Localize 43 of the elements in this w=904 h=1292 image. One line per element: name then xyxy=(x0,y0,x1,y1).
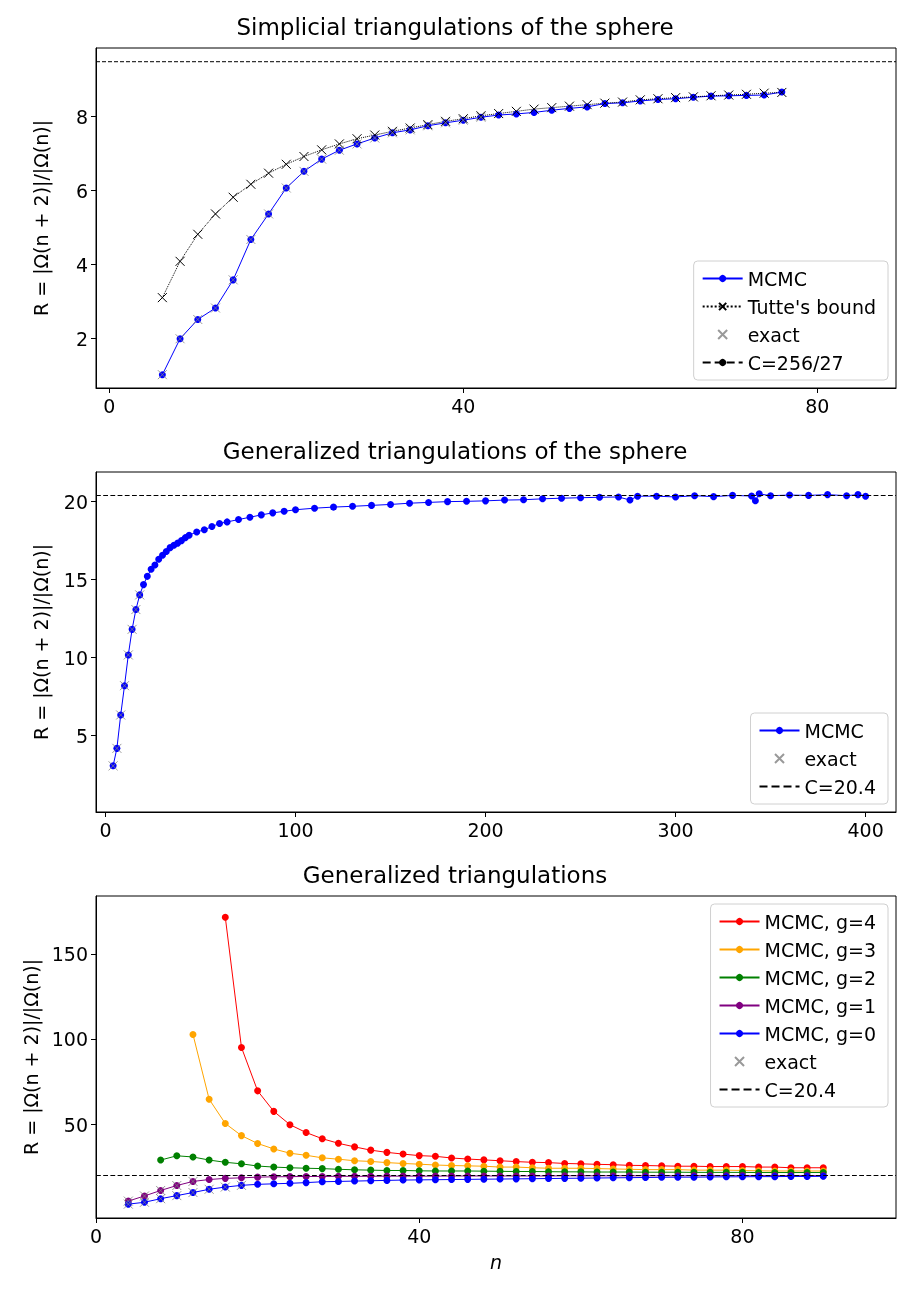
x-tick-label: 80 xyxy=(805,394,830,417)
y-tick-label: 100 xyxy=(51,1028,88,1051)
legend-label: MCMC, g=4 xyxy=(764,910,876,933)
x-tick-label: 0 xyxy=(89,1224,103,1247)
y-tick-label: 4 xyxy=(75,253,88,276)
y-axis-title: R = |Ω(n + 2)|/|Ω(n)| xyxy=(29,119,53,317)
x-tick-label: 100 xyxy=(277,818,314,841)
x-tick-label: 0 xyxy=(103,394,116,417)
y-axis-title: R = |Ω(n + 2)|/|Ω(n)| xyxy=(29,543,53,741)
y-tick-label: 6 xyxy=(75,179,88,202)
legend-label: MCMC, g=0 xyxy=(764,1022,876,1045)
x-tick-label: 80 xyxy=(730,1224,755,1247)
legend-label: exact xyxy=(764,1050,817,1073)
chart-title: Generalized triangulations of the sphere xyxy=(222,437,688,464)
x-tick-label: 40 xyxy=(407,1224,432,1247)
y-tick-label: 50 xyxy=(63,1113,88,1136)
x-tick-label: 300 xyxy=(657,818,694,841)
chart-title: Generalized triangulations xyxy=(302,861,608,888)
legend-label: exact xyxy=(747,323,800,346)
y-tick-label: 2 xyxy=(75,327,88,350)
y-tick-label: 8 xyxy=(75,105,88,128)
legend-label: C=256/27 xyxy=(747,351,844,374)
x-tick-label: 400 xyxy=(847,818,884,841)
y-tick-label: 5 xyxy=(75,724,88,747)
x-tick-label: 200 xyxy=(467,818,504,841)
x-tick-label: 40 xyxy=(451,394,476,417)
y-tick-label: 10 xyxy=(63,646,88,669)
chart-title: Simplicial triangulations of the sphere xyxy=(236,13,674,40)
y-tick-label: 150 xyxy=(51,942,88,965)
legend-label: C=20.4 xyxy=(764,1078,837,1101)
legend-label: MCMC xyxy=(747,267,807,290)
legend-label: exact xyxy=(804,747,857,770)
legend-label: MCMC xyxy=(804,719,864,742)
legend-label: Tutte's bound xyxy=(746,295,876,318)
legend-label: C=20.4 xyxy=(804,775,877,798)
y-tick-label: 20 xyxy=(63,490,88,513)
legend-label: MCMC, g=3 xyxy=(764,938,876,961)
x-tick-label: 0 xyxy=(99,818,112,841)
legend-label: MCMC, g=1 xyxy=(764,994,876,1017)
y-axis-title: R = |Ω(n + 2)|/|Ω(n)| xyxy=(20,958,44,1156)
x-axis-title: n xyxy=(489,1250,503,1273)
y-tick-label: 15 xyxy=(63,568,88,591)
legend-label: MCMC, g=2 xyxy=(764,966,876,989)
